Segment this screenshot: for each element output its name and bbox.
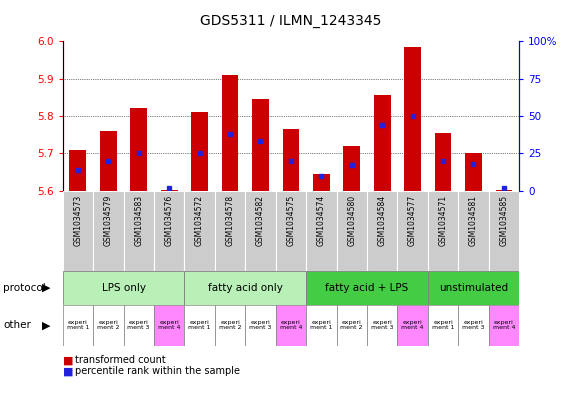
- Bar: [63, 305, 93, 346]
- Bar: [184, 191, 215, 271]
- Bar: [154, 191, 184, 271]
- Text: experi
ment 2: experi ment 2: [340, 320, 363, 331]
- Bar: [63, 191, 93, 271]
- Text: GSM1034580: GSM1034580: [347, 195, 356, 246]
- Bar: [397, 191, 428, 271]
- Bar: [489, 305, 519, 346]
- Bar: [245, 191, 276, 271]
- Bar: [434, 133, 451, 191]
- Text: ■: ■: [63, 355, 73, 365]
- Text: GSM1034573: GSM1034573: [73, 195, 82, 246]
- Bar: [215, 305, 245, 346]
- Text: experi
ment 1: experi ment 1: [67, 320, 89, 331]
- Bar: [245, 305, 276, 346]
- Bar: [124, 305, 154, 346]
- Text: fatty acid + LPS: fatty acid + LPS: [325, 283, 408, 293]
- Bar: [161, 190, 177, 191]
- Bar: [374, 95, 390, 191]
- Text: experi
ment 3: experi ment 3: [371, 320, 393, 331]
- Text: LPS only: LPS only: [102, 283, 146, 293]
- Text: experi
ment 4: experi ment 4: [401, 320, 424, 331]
- Bar: [336, 305, 367, 346]
- Bar: [124, 191, 154, 271]
- Bar: [93, 191, 124, 271]
- Text: GSM1034579: GSM1034579: [104, 195, 113, 246]
- Text: protocol: protocol: [3, 283, 46, 293]
- Bar: [306, 305, 336, 346]
- Bar: [154, 305, 184, 346]
- Text: GSM1034572: GSM1034572: [195, 195, 204, 246]
- Bar: [306, 191, 336, 271]
- Bar: [282, 129, 299, 191]
- Bar: [404, 47, 421, 191]
- Text: GSM1034576: GSM1034576: [165, 195, 173, 246]
- Text: GSM1034571: GSM1034571: [438, 195, 448, 246]
- Bar: [367, 191, 397, 271]
- Bar: [397, 305, 428, 346]
- Text: percentile rank within the sample: percentile rank within the sample: [75, 366, 240, 376]
- Text: ■: ■: [63, 366, 73, 376]
- Text: fatty acid only: fatty acid only: [208, 283, 282, 293]
- Bar: [276, 191, 306, 271]
- Bar: [184, 305, 215, 346]
- Text: ▶: ▶: [42, 320, 50, 330]
- Text: GSM1034583: GSM1034583: [134, 195, 143, 246]
- Bar: [276, 305, 306, 346]
- Bar: [100, 131, 117, 191]
- Bar: [130, 108, 147, 191]
- Text: experi
ment 3: experi ment 3: [249, 320, 271, 331]
- Text: other: other: [3, 320, 31, 330]
- Text: experi
ment 3: experi ment 3: [128, 320, 150, 331]
- Bar: [191, 112, 208, 191]
- Text: ▶: ▶: [42, 283, 50, 293]
- Text: experi
ment 4: experi ment 4: [280, 320, 302, 331]
- Text: experi
ment 3: experi ment 3: [462, 320, 485, 331]
- Text: unstimulated: unstimulated: [439, 283, 508, 293]
- Bar: [458, 305, 489, 346]
- Bar: [428, 271, 519, 305]
- Bar: [70, 150, 86, 191]
- Bar: [306, 271, 428, 305]
- Text: experi
ment 1: experi ment 1: [432, 320, 454, 331]
- Bar: [336, 191, 367, 271]
- Text: experi
ment 2: experi ment 2: [97, 320, 119, 331]
- Text: experi
ment 2: experi ment 2: [219, 320, 241, 331]
- Bar: [215, 191, 245, 271]
- Text: GSM1034582: GSM1034582: [256, 195, 265, 246]
- Bar: [93, 305, 124, 346]
- Bar: [458, 191, 489, 271]
- Bar: [313, 174, 329, 191]
- Text: GSM1034575: GSM1034575: [287, 195, 295, 246]
- Text: GSM1034574: GSM1034574: [317, 195, 326, 246]
- Bar: [222, 75, 238, 191]
- Bar: [428, 305, 458, 346]
- Bar: [184, 271, 306, 305]
- Text: GSM1034578: GSM1034578: [226, 195, 234, 246]
- Bar: [252, 99, 269, 191]
- Bar: [63, 271, 184, 305]
- Text: experi
ment 1: experi ment 1: [188, 320, 211, 331]
- Bar: [465, 153, 482, 191]
- Text: experi
ment 4: experi ment 4: [492, 320, 515, 331]
- Text: GSM1034585: GSM1034585: [499, 195, 509, 246]
- Text: transformed count: transformed count: [75, 355, 166, 365]
- Text: GSM1034581: GSM1034581: [469, 195, 478, 246]
- Text: experi
ment 1: experi ment 1: [310, 320, 332, 331]
- Bar: [343, 146, 360, 191]
- Bar: [367, 305, 397, 346]
- Text: GDS5311 / ILMN_1243345: GDS5311 / ILMN_1243345: [200, 14, 382, 28]
- Text: experi
ment 4: experi ment 4: [158, 320, 180, 331]
- Bar: [428, 191, 458, 271]
- Bar: [489, 191, 519, 271]
- Text: GSM1034577: GSM1034577: [408, 195, 417, 246]
- Text: GSM1034584: GSM1034584: [378, 195, 387, 246]
